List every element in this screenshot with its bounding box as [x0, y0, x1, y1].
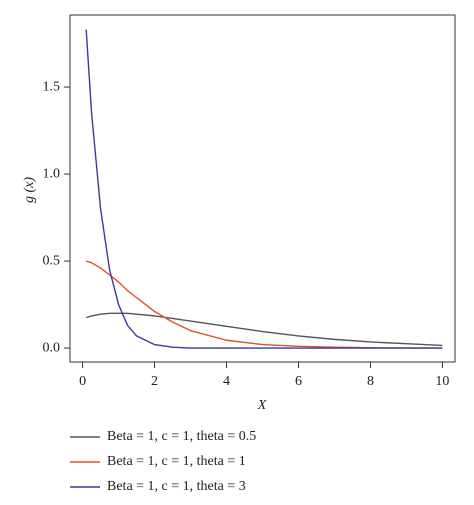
- x-tick-label: 4: [223, 374, 230, 389]
- y-axis-label: g (x): [22, 177, 37, 203]
- plot-frame: [69, 14, 456, 363]
- x-tick-label: 2: [151, 374, 158, 389]
- x-tick-label: 8: [367, 374, 374, 389]
- legend-label: Beta = 1, c = 1, theta = 0.5: [107, 429, 256, 444]
- y-tick-label: 1.0: [43, 166, 61, 181]
- line-series: [85, 29, 443, 349]
- x-tick-label: 10: [435, 374, 449, 389]
- y-tick-label: 0.5: [43, 253, 61, 268]
- x-axis-label: X: [257, 398, 267, 413]
- y-tick-label: 1.5: [43, 79, 61, 94]
- legend-label: Beta = 1, c = 1, theta = 1: [107, 454, 246, 469]
- line-series: [85, 312, 443, 347]
- y-tick-label: 0.0: [43, 340, 61, 355]
- x-tick-label: 0: [79, 374, 86, 389]
- x-tick-label: 6: [295, 374, 302, 389]
- legend-label: Beta = 1, c = 1, theta = 3: [107, 479, 246, 494]
- line-series: [85, 260, 443, 349]
